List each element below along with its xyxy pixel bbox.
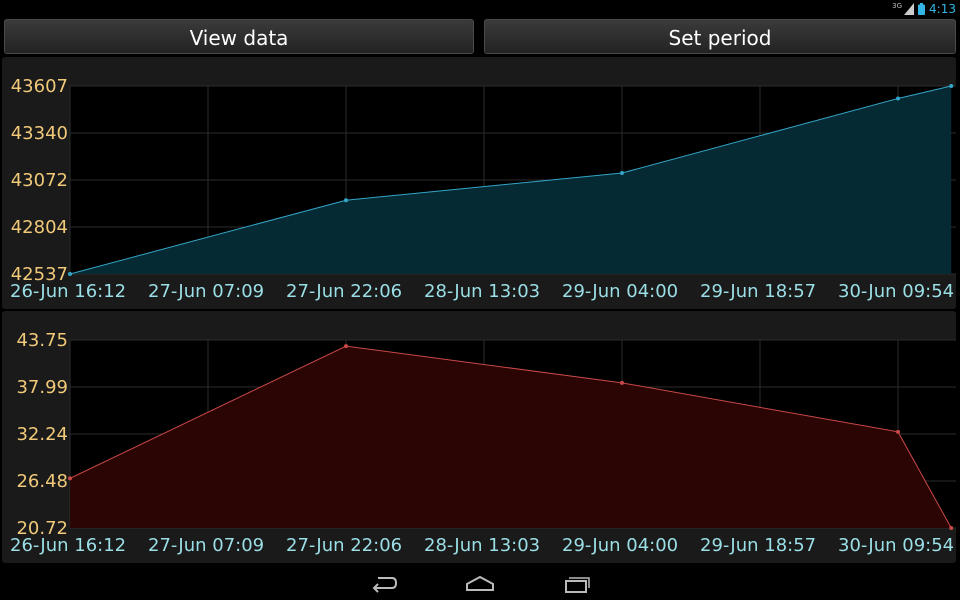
top-data-point[interactable] [68, 272, 72, 276]
bottom-x-tick-label: 28-Jun 13:03 [424, 535, 540, 556]
top-y-tick-label: 43607 [11, 76, 68, 97]
top-y-tick-label: 42804 [11, 217, 68, 238]
top-data-point[interactable] [949, 84, 954, 88]
top-x-tick-label: 27-Jun 22:06 [286, 281, 402, 302]
status-icons: 3G 4:13 [892, 2, 956, 16]
top-y-tick-label: 43072 [11, 170, 68, 191]
bottom-area [70, 346, 952, 528]
view-data-button[interactable]: View data [4, 19, 474, 54]
bottom-data-point[interactable] [344, 344, 348, 349]
bottom-x-tick-label: 27-Jun 07:09 [148, 535, 264, 556]
bottom-data-point[interactable] [620, 380, 624, 385]
status-time: 4:13 [929, 2, 956, 16]
bottom-x-tick-label: 29-Jun 18:57 [700, 535, 816, 556]
top-data-point[interactable] [896, 96, 900, 101]
bottom-x-tick-label: 27-Jun 22:06 [286, 535, 402, 556]
recent-apps-button[interactable] [546, 570, 606, 598]
bottom-chart-panel: 43.75 37.99 32.24 26.48 20.72 26-Jun 16:12 27-… [2, 311, 956, 563]
bottom-data-point[interactable] [896, 429, 900, 434]
bottom-y-tick-label: 37.99 [16, 377, 68, 398]
top-x-tick-label: 30-Jun 09:54 [838, 281, 954, 302]
top-data-point[interactable] [344, 198, 348, 203]
bottom-x-tick-label: 26-Jun 16:12 [10, 535, 126, 556]
top-x-tick-label: 27-Jun 07:09 [148, 281, 264, 302]
top-x-tick-label: 26-Jun 16:12 [10, 281, 126, 302]
back-icon [372, 577, 398, 593]
recent-apps-icon [565, 577, 590, 593]
bottom-y-tick-label: 20.72 [16, 518, 68, 539]
navigation-bar [0, 566, 960, 600]
bottom-x-tick-label: 30-Jun 09:54 [838, 535, 954, 556]
status-bar: 3G 4:13 [0, 0, 960, 18]
bottom-y-tick-label: 32.24 [16, 424, 68, 445]
bottom-data-point[interactable] [68, 476, 72, 481]
top-x-tick-label: 29-Jun 18:57 [700, 281, 816, 302]
top-area [70, 86, 952, 274]
bottom-data-point[interactable] [949, 526, 954, 530]
battery-icon [918, 0, 926, 19]
home-button[interactable] [450, 570, 510, 598]
bottom-y-tick-label: 43.75 [16, 330, 68, 351]
back-button[interactable] [354, 570, 414, 598]
top-data-point[interactable] [620, 170, 624, 175]
top-x-tick-label: 29-Jun 04:00 [562, 281, 678, 302]
signal-icon [904, 0, 915, 19]
top-chart-panel: 43607 43340 43072 42804 42537 26-Jun 16:12 27-… [2, 57, 956, 309]
home-icon [466, 575, 494, 591]
top-y-tick-label: 43340 [11, 123, 68, 144]
bottom-y-tick-label: 26.48 [16, 471, 68, 492]
network-type: 3G [892, 2, 903, 10]
bottom-x-tick-label: 29-Jun 04:00 [562, 535, 678, 556]
top-y-tick-label: 42537 [11, 264, 68, 285]
top-x-tick-label: 28-Jun 13:03 [424, 281, 540, 302]
set-period-button[interactable]: Set period [484, 19, 956, 54]
